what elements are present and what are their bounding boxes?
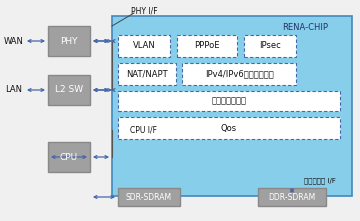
Text: Qos: Qos bbox=[221, 124, 237, 133]
Text: DDR-SDRAM: DDR-SDRAM bbox=[268, 192, 316, 202]
Text: LAN: LAN bbox=[5, 86, 22, 95]
Text: IPsec: IPsec bbox=[259, 42, 281, 51]
Text: VLAN: VLAN bbox=[132, 42, 156, 51]
Text: NAT/NAPT: NAT/NAPT bbox=[126, 69, 168, 78]
Text: フィルタ・分類: フィルタ・分類 bbox=[212, 97, 247, 105]
Bar bbox=[258, 188, 326, 206]
Text: CPU: CPU bbox=[60, 152, 78, 162]
Bar bbox=[118, 117, 340, 139]
Bar bbox=[177, 35, 237, 57]
Text: 外部メモリ I/F: 外部メモリ I/F bbox=[304, 178, 336, 184]
Text: PHY: PHY bbox=[60, 36, 78, 46]
Bar bbox=[118, 35, 170, 57]
Text: WAN: WAN bbox=[4, 36, 24, 46]
Bar bbox=[182, 63, 296, 85]
Bar bbox=[48, 142, 90, 172]
Text: L2 SW: L2 SW bbox=[55, 86, 83, 95]
Text: PHY I/F: PHY I/F bbox=[131, 6, 157, 15]
Bar bbox=[118, 91, 340, 111]
Bar bbox=[48, 75, 90, 105]
Bar bbox=[112, 16, 352, 196]
Text: IPv4/IPv6ルーティング: IPv4/IPv6ルーティング bbox=[204, 69, 273, 78]
Text: PPPoE: PPPoE bbox=[194, 42, 220, 51]
Bar bbox=[244, 35, 296, 57]
Text: CPU I/F: CPU I/F bbox=[130, 126, 157, 135]
Bar bbox=[118, 188, 180, 206]
Text: RENA-CHIP: RENA-CHIP bbox=[282, 23, 328, 32]
Bar bbox=[48, 26, 90, 56]
Bar bbox=[118, 63, 176, 85]
Text: SDR-SDRAM: SDR-SDRAM bbox=[126, 192, 172, 202]
